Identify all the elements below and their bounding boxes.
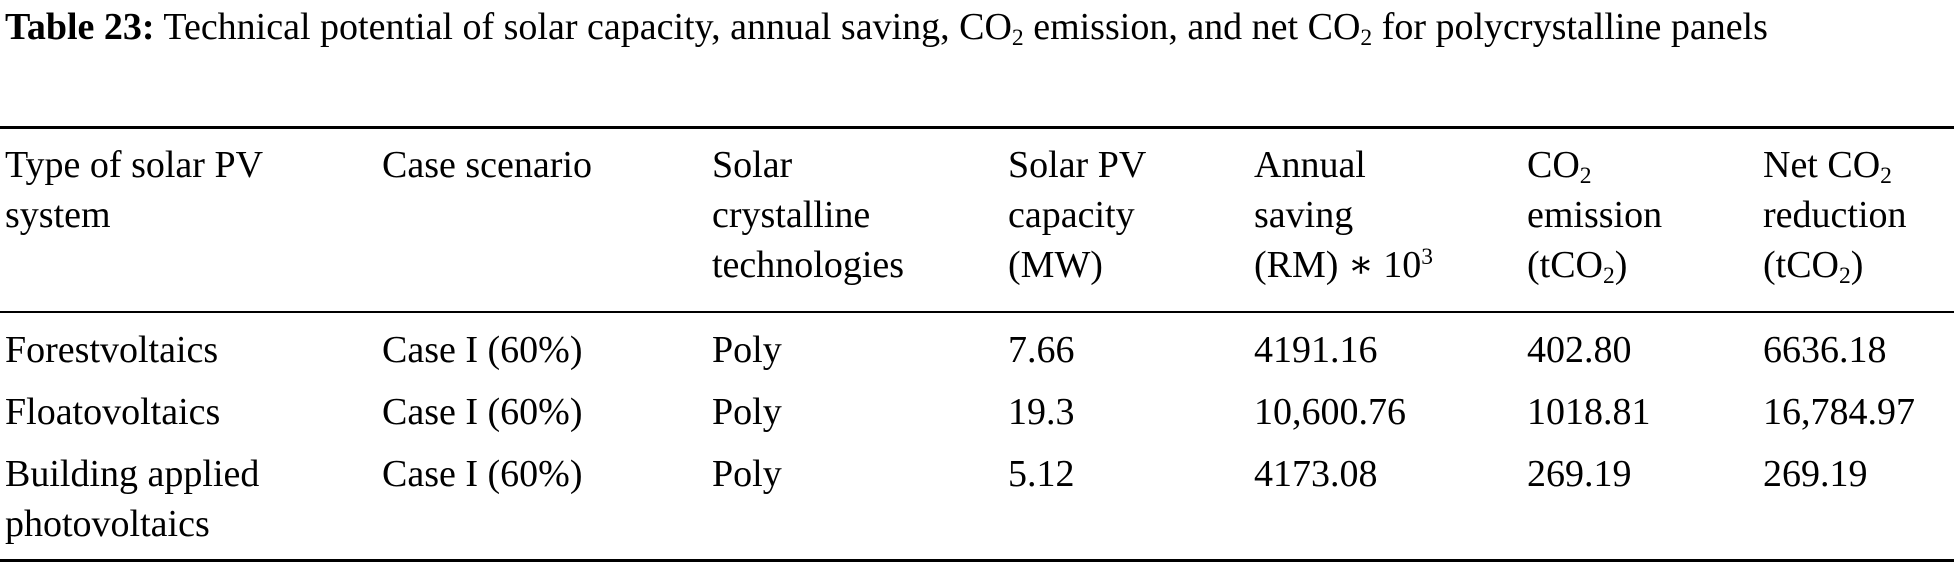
header-net-co2-reduction: Net CO2 reduction (tCO2) — [1763, 144, 1907, 289]
table-caption: Table 23: Technical potential of solar c… — [5, 2, 1951, 52]
row-2-case-scenario: Case I (60%) — [382, 391, 583, 433]
row-3-technology: Poly — [712, 453, 782, 495]
table-bottom-rule — [0, 559, 1954, 562]
row-1-case-scenario: Case I (60%) — [382, 329, 583, 371]
row-1-co2-emission: 402.80 — [1527, 329, 1632, 371]
header-solar-pv-capacity: Solar PV capacity (MW) — [1008, 144, 1147, 286]
header-system-type: Type of solar PV system — [5, 144, 264, 236]
caption-text-2: emission, and net CO — [1023, 6, 1361, 48]
row-2-net-co2-reduction: 16,784.97 — [1763, 391, 1915, 433]
caption-subscript-2: 2 — [1360, 24, 1373, 51]
caption-text-3: for polycrystalline panels — [1372, 6, 1768, 48]
row-2-technology: Poly — [712, 391, 782, 433]
row-1-capacity: 7.66 — [1008, 329, 1075, 371]
caption-subscript-1: 2 — [1011, 24, 1024, 51]
table-top-rule — [0, 126, 1954, 129]
row-1-technology: Poly — [712, 329, 782, 371]
table-header-rule — [0, 311, 1954, 313]
row-3-system-type: Building applied photovoltaics — [5, 453, 260, 545]
row-3-co2-emission: 269.19 — [1527, 453, 1632, 495]
row-1-system-type: Forestvoltaics — [5, 329, 219, 371]
row-2-annual-saving: 10,600.76 — [1254, 391, 1406, 433]
header-case-scenario: Case scenario — [382, 144, 592, 186]
header-co2-emission: CO2 emission (tCO2) — [1527, 144, 1663, 289]
row-3-case-scenario: Case I (60%) — [382, 453, 583, 495]
row-2-system-type: Floatovoltaics — [5, 391, 221, 433]
row-2-capacity: 19.3 — [1008, 391, 1075, 433]
caption-label: Table 23: — [5, 6, 155, 48]
header-annual-saving: Annual saving (RM) ∗ 103 — [1254, 144, 1434, 286]
row-3-annual-saving: 4173.08 — [1254, 453, 1378, 495]
row-1-annual-saving: 4191.16 — [1254, 329, 1378, 371]
row-3-net-co2-reduction: 269.19 — [1763, 453, 1868, 495]
caption-text-1: Technical potential of solar capacity, a… — [154, 6, 1012, 48]
header-crystalline-technologies: Solar crystalline technologies — [712, 144, 905, 286]
row-2-co2-emission: 1018.81 — [1527, 391, 1651, 433]
row-1-net-co2-reduction: 6636.18 — [1763, 329, 1887, 371]
row-3-capacity: 5.12 — [1008, 453, 1075, 495]
